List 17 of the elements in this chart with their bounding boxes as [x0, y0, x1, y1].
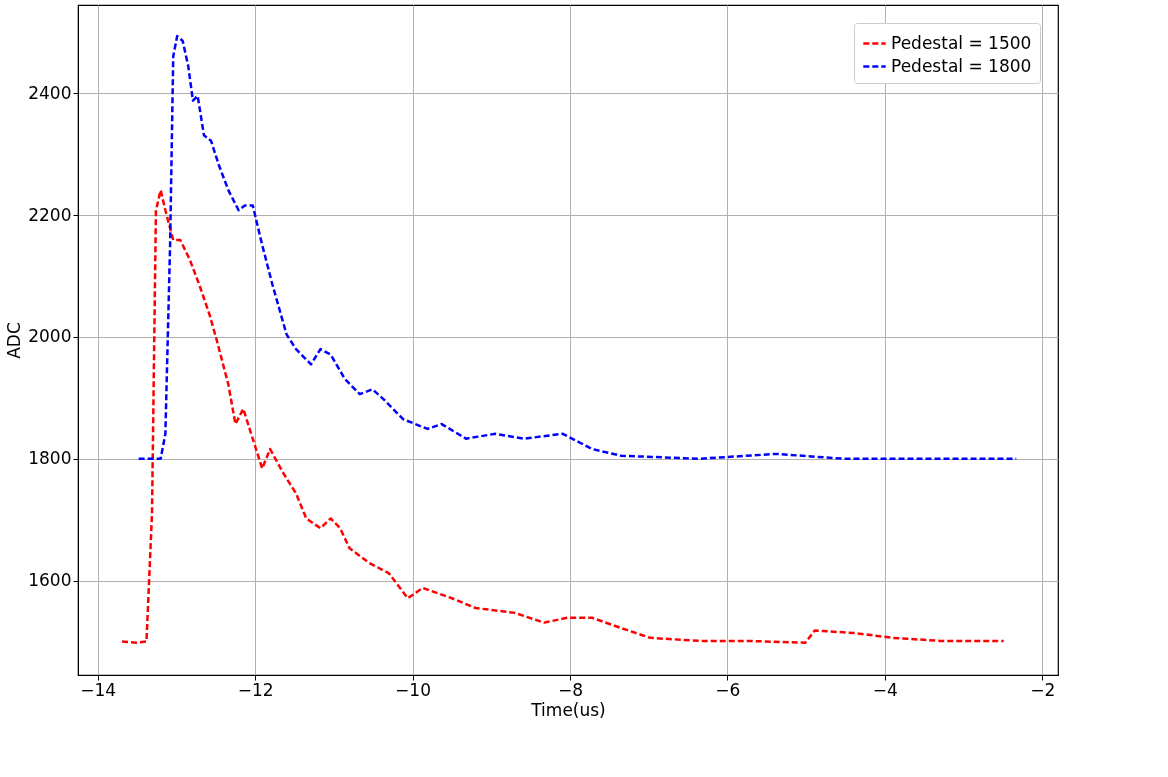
- line-series: [120, 188, 1005, 644]
- x-tick-label: −14: [80, 679, 117, 700]
- x-tick-label: −8: [557, 679, 583, 700]
- x-axis-title: Time(us): [530, 699, 606, 720]
- legend-label: Pedestal = 1800: [891, 55, 1032, 76]
- x-tick-label: −10: [395, 679, 431, 700]
- x-tick-label: −2: [1030, 679, 1056, 700]
- y-tick-label: 2400: [28, 82, 72, 103]
- y-tick-label: 1800: [28, 448, 72, 469]
- x-tick-label: −12: [237, 679, 274, 700]
- x-tick-label: −6: [715, 679, 741, 700]
- y-tick-label: 1600: [28, 570, 72, 591]
- legend-label: Pedestal = 1500: [891, 32, 1032, 53]
- y-tick-label: 2000: [28, 326, 72, 347]
- x-tick-label: −4: [872, 679, 898, 700]
- y-axis-title: ADC: [4, 322, 25, 359]
- y-tick-label: 2200: [28, 204, 72, 225]
